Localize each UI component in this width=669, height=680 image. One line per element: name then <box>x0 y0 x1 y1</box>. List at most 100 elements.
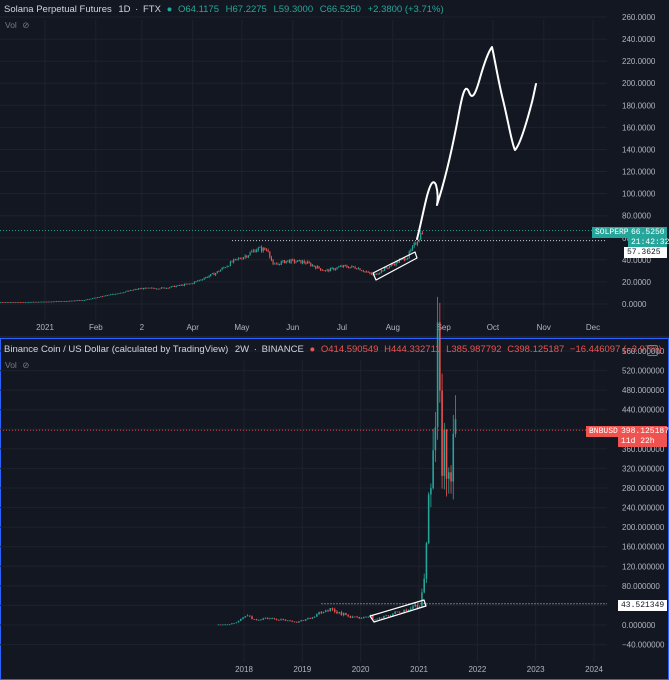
top-candle-body <box>169 287 171 289</box>
top-chart-legend[interactable]: Solana Perpetual Futures 1D · FTX ● O64.… <box>4 4 444 15</box>
top-candle-body <box>188 283 190 285</box>
top-candle-body <box>203 278 205 280</box>
top-candle-body <box>238 258 240 260</box>
top-candle-body <box>297 260 299 262</box>
bottom-candle-body <box>367 616 370 618</box>
top-candle-body <box>54 301 56 303</box>
top-candle-body <box>208 275 210 278</box>
eye-off-icon[interactable]: ⊘ <box>22 360 30 370</box>
bottom-candle-body <box>231 623 233 625</box>
top-candle-body <box>31 301 33 303</box>
top-candle-body <box>70 300 72 302</box>
bottom-candle-body <box>244 616 247 618</box>
top-candle-body <box>175 285 177 288</box>
maximize-icon[interactable] <box>647 345 658 356</box>
top-candle-body <box>302 260 304 264</box>
top-candle-body <box>288 260 291 263</box>
top-symbol-name[interactable]: Solana Perpetual Futures <box>4 4 112 15</box>
top-candle-body <box>29 301 31 303</box>
top-candle-body <box>318 266 320 269</box>
bottom-candle-body <box>295 621 298 623</box>
top-volume-label[interactable]: Vol ⊘ <box>5 20 29 31</box>
top-candle-body <box>347 267 350 269</box>
top-candle-body <box>228 265 230 267</box>
bottom-candle-body <box>325 610 327 613</box>
bottom-candle-body <box>360 617 363 619</box>
top-candle-body <box>95 297 97 299</box>
top-candle-body <box>410 249 412 252</box>
top-candle-body <box>65 300 67 302</box>
bottom-y-tick-label: 240.000000 <box>622 504 665 513</box>
top-candle-body <box>18 302 20 303</box>
bottom-candle-body <box>257 619 260 621</box>
top-price-tag: 66.5250 <box>628 227 667 238</box>
bottom-candle-body <box>414 604 417 607</box>
bottom-candle-body <box>409 608 412 610</box>
top-interval[interactable]: 1D <box>118 4 131 15</box>
top-candle-body <box>323 270 325 272</box>
top-candle-body <box>72 300 74 302</box>
bottom-candle-body <box>436 322 439 428</box>
top-low: L59.3000 <box>273 4 314 15</box>
top-candle-body <box>262 247 264 252</box>
top-candle-body <box>198 279 200 281</box>
bottom-candle-body <box>380 617 383 619</box>
top-candle-body <box>133 289 135 291</box>
top-candle-body <box>9 302 12 303</box>
top-candle-body <box>200 279 202 281</box>
bottom-candle-body <box>354 616 356 618</box>
bottom-chart-legend[interactable]: Binance Coin / US Dollar (calculated by … <box>4 344 662 355</box>
top-candle-body <box>137 288 140 290</box>
bottom-candle-body <box>412 606 414 609</box>
top-y-tick-label: 140.0000 <box>622 145 656 154</box>
bottom-chart-group: −40.0000000.00000040.00000080.000000120.… <box>0 296 665 674</box>
top-candle-body <box>315 266 317 269</box>
top-candle-body <box>210 274 212 276</box>
bottom-candle-body <box>407 609 410 611</box>
top-candle-body <box>129 290 131 291</box>
bottom-candle-body <box>293 621 296 623</box>
bottom-candle-body <box>329 608 332 612</box>
bottom-candle-body <box>394 611 396 614</box>
top-candle-body <box>331 268 333 269</box>
bottom-candle-body <box>365 616 367 618</box>
top-line-price-tag: 57.3625 <box>624 247 667 258</box>
bottom-candle-body <box>217 624 220 626</box>
bottom-dot: · <box>253 344 257 355</box>
top-candle-body <box>32 301 35 303</box>
bottom-interval[interactable]: 2W <box>234 344 250 355</box>
top-candle-body <box>254 250 256 253</box>
bottom-candle-body <box>264 617 267 619</box>
eye-off-icon[interactable]: ⊘ <box>22 20 30 30</box>
bottom-y-tick-label: 520.000000 <box>622 367 665 376</box>
top-x-tick-label: May <box>234 323 249 332</box>
top-candle-body <box>134 289 136 290</box>
top-candle-body <box>13 302 15 303</box>
top-candle-body <box>172 285 174 287</box>
bottom-volume-label[interactable]: Vol ⊘ <box>5 360 29 371</box>
top-candle-body <box>285 260 287 264</box>
top-candle-body <box>274 263 276 265</box>
bottom-candle-body <box>327 610 329 612</box>
bottom-candle-body <box>452 433 455 482</box>
top-high: H67.2275 <box>225 4 267 15</box>
top-candle-body <box>206 276 209 278</box>
top-candle-body <box>384 267 386 271</box>
top-candle-body <box>392 264 394 266</box>
top-candle-body <box>6 302 8 303</box>
top-x-tick-label: Dec <box>586 323 600 332</box>
top-candle-body <box>377 273 379 275</box>
top-candle-body <box>219 269 222 272</box>
top-candle-body <box>405 259 407 261</box>
top-candle-body <box>116 293 118 295</box>
top-candle-body <box>21 302 23 303</box>
bottom-symbol-name[interactable]: Binance Coin / US Dollar (calculated by … <box>4 344 229 355</box>
top-candle-body <box>157 288 159 290</box>
bottom-candle-body <box>298 621 300 623</box>
bottom-candle-body <box>260 619 262 621</box>
bottom-candle-body <box>266 617 269 619</box>
top-candle-body <box>52 301 54 303</box>
top-candle-body <box>182 284 184 286</box>
top-candle-body <box>231 261 233 263</box>
